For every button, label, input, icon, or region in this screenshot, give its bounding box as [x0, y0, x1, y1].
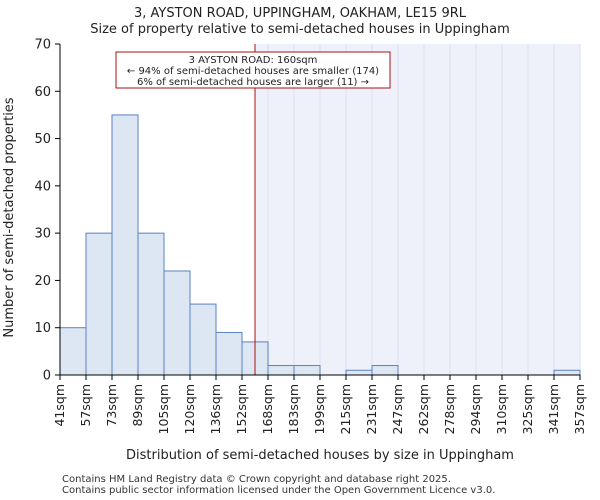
- histogram-bar: [215, 331, 243, 376]
- x-tick-label: 341sqm: [546, 384, 561, 434]
- x-tick-label: 183sqm: [286, 384, 301, 434]
- x-tick-label: 120sqm: [182, 384, 197, 434]
- x-tick-label: 41sqm: [52, 384, 67, 427]
- chart-subtitle: Size of property relative to semi-detach…: [90, 22, 510, 37]
- y-tick-label: 70: [34, 38, 51, 53]
- x-tick-label: 278sqm: [442, 384, 457, 434]
- histogram-bar: [111, 114, 139, 376]
- larger-region-shade: [255, 44, 580, 375]
- y-axis-title: Number of semi-detached properties: [2, 97, 17, 337]
- histogram-bar: [163, 270, 191, 376]
- y-tick-label: 30: [34, 227, 51, 242]
- marker-annotation-box: [115, 51, 391, 89]
- x-tick-label: 357sqm: [572, 384, 587, 434]
- x-tick-label: 73sqm: [104, 384, 119, 427]
- footer-licence: Contains public sector information licen…: [62, 485, 496, 496]
- x-tick-label: 57sqm: [78, 384, 93, 427]
- y-tick-label: 60: [34, 85, 51, 100]
- marker-annotation-line: 3 AYSTON ROAD: 160sqm: [189, 55, 318, 66]
- histogram-bar: [371, 365, 399, 376]
- x-tick-label: 136sqm: [208, 384, 223, 434]
- histogram-bar: [137, 232, 165, 376]
- x-tick-label: 310sqm: [494, 384, 509, 434]
- histogram-bar: [85, 232, 113, 376]
- chart-title: 3, AYSTON ROAD, UPPINGHAM, OAKHAM, LE15 …: [133, 6, 467, 21]
- y-tick-label: 20: [34, 274, 51, 289]
- histogram-bar: [59, 327, 87, 376]
- x-tick-label: 247sqm: [390, 384, 405, 434]
- footer-copyright: Contains HM Land Registry data © Crown c…: [62, 474, 451, 485]
- histogram-bar: [189, 303, 217, 376]
- x-tick-label: 89sqm: [130, 384, 145, 427]
- x-tick-label: 105sqm: [156, 384, 171, 434]
- histogram-bar: [553, 369, 581, 376]
- histogram-bar: [293, 365, 321, 376]
- marker-annotation-line: ← 94% of semi-detached houses are smalle…: [127, 66, 379, 77]
- x-tick-label: 168sqm: [260, 384, 275, 434]
- x-tick-label: 215sqm: [338, 384, 353, 434]
- y-tick-label: 50: [34, 132, 51, 147]
- x-tick-label: 199sqm: [312, 384, 327, 434]
- x-tick-label: 231sqm: [364, 384, 379, 434]
- histogram-bar: [345, 369, 373, 376]
- y-tick-label: 10: [34, 321, 51, 336]
- marker-annotation-line: 6% of semi-detached houses are larger (1…: [137, 77, 369, 88]
- x-tick-label: 294sqm: [468, 384, 483, 434]
- x-axis-title: Distribution of semi-detached houses by …: [126, 448, 514, 463]
- x-tick-label: 325sqm: [520, 384, 535, 434]
- y-tick-label: 40: [34, 179, 51, 194]
- x-tick-label: 152sqm: [234, 384, 249, 434]
- x-tick-label: 262sqm: [416, 384, 431, 434]
- y-tick-label: 0: [43, 369, 51, 384]
- histogram-bar: [267, 365, 295, 376]
